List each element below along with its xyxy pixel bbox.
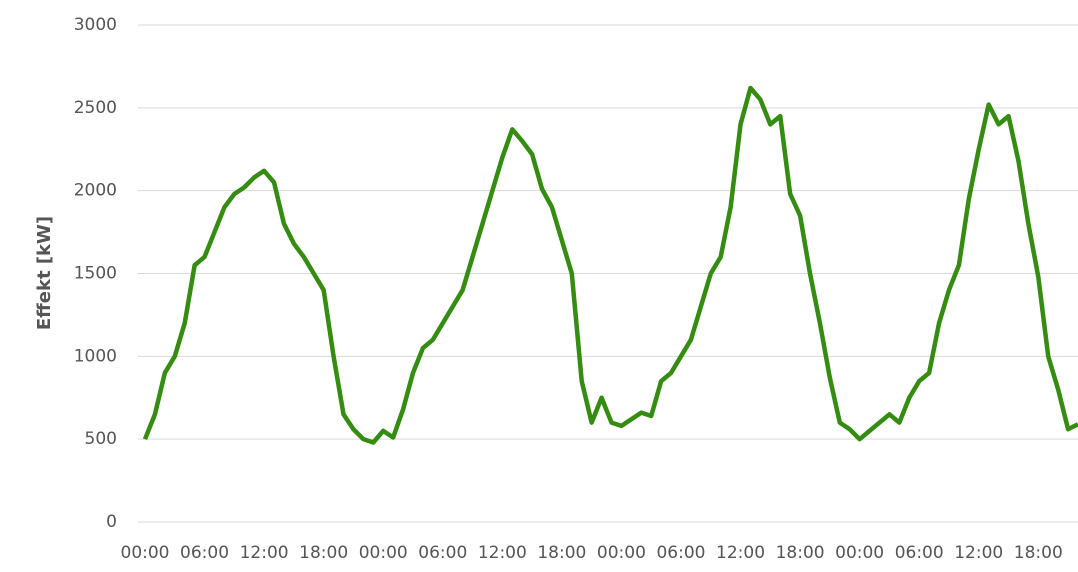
x-tick-label: 06:00 [656,543,705,563]
x-tick-label: 18:00 [537,543,586,563]
x-tick-label: 00:00 [121,543,170,563]
x-tick-label: 12:00 [716,543,765,563]
y-tick-label: 2500 [74,98,117,118]
x-tick-label: 18:00 [776,543,825,563]
x-tick-label: 18:00 [299,543,348,563]
y-tick-label: 1500 [74,264,117,284]
x-tick-label: 18:00 [1014,543,1063,563]
data-line [142,85,1078,445]
x-tick-label: 12:00 [240,543,289,563]
y-tick-label: 3000 [74,15,117,35]
x-tick-label: 12:00 [478,543,527,563]
y-tick-label: 0 [106,512,117,532]
x-tick-label: 06:00 [180,543,229,563]
y-tick-label: 500 [85,429,117,449]
y-axis-label: Effekt [kW] [34,216,55,330]
y-tick-label: 2000 [74,181,117,201]
x-tick-label: 06:00 [895,543,944,563]
x-tick-label: 12:00 [954,543,1003,563]
x-tick-label: 00:00 [359,543,408,563]
y-tick-label: 1000 [74,346,117,366]
x-tick-label: 00:00 [597,543,646,563]
x-tick-label: 06:00 [418,543,467,563]
x-tick-label: 00:00 [835,543,884,563]
